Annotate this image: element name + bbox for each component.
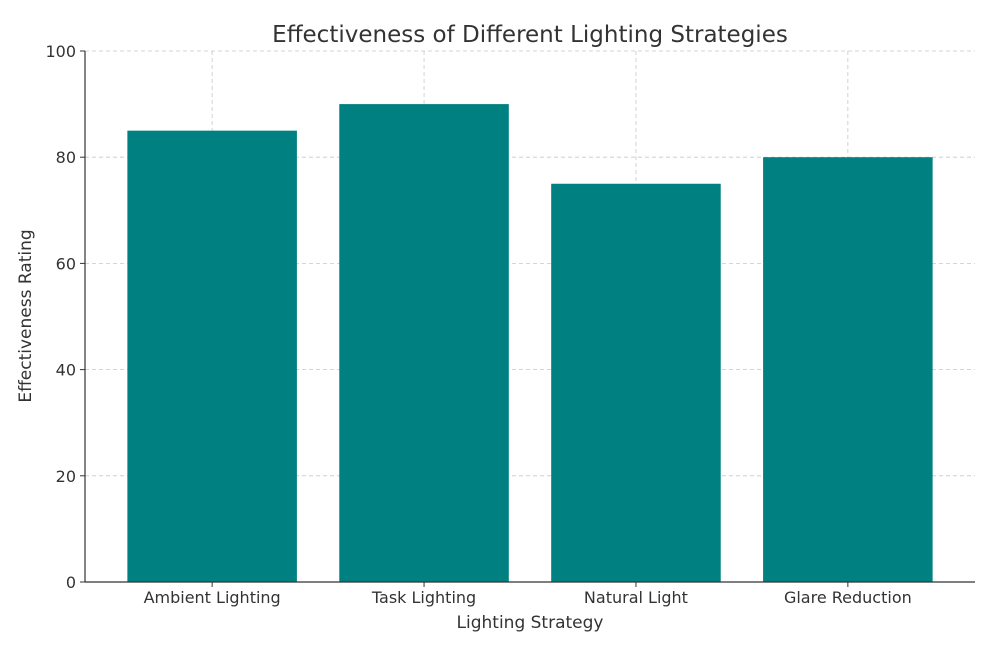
bar-0	[127, 130, 297, 582]
x-tick-label: Ambient Lighting	[144, 588, 281, 607]
y-axis-label: Effectiveness Rating	[16, 229, 36, 402]
bar-2	[551, 183, 721, 582]
chart-title: Effectiveness of Different Lighting Stra…	[272, 22, 788, 48]
bars	[127, 104, 933, 582]
y-tick-label: 60	[56, 254, 76, 273]
y-tick-label: 20	[56, 467, 76, 486]
y-tick-label: 40	[56, 361, 76, 380]
x-tick-label: Natural Light	[584, 588, 688, 607]
y-tick-label: 80	[56, 148, 76, 167]
x-axis-label: Lighting Strategy	[457, 613, 604, 633]
y-tick-label: 0	[66, 573, 76, 592]
y-tick-label: 100	[45, 42, 76, 61]
bar-1	[339, 104, 509, 582]
x-tick-label: Task Lighting	[371, 588, 476, 607]
x-tick-label: Glare Reduction	[784, 588, 912, 607]
bar-3	[763, 157, 933, 582]
ticks: 0 20 40 60 80 100 Ambient Lighting Task Lightin…	[45, 42, 911, 607]
axes	[84, 51, 975, 583]
